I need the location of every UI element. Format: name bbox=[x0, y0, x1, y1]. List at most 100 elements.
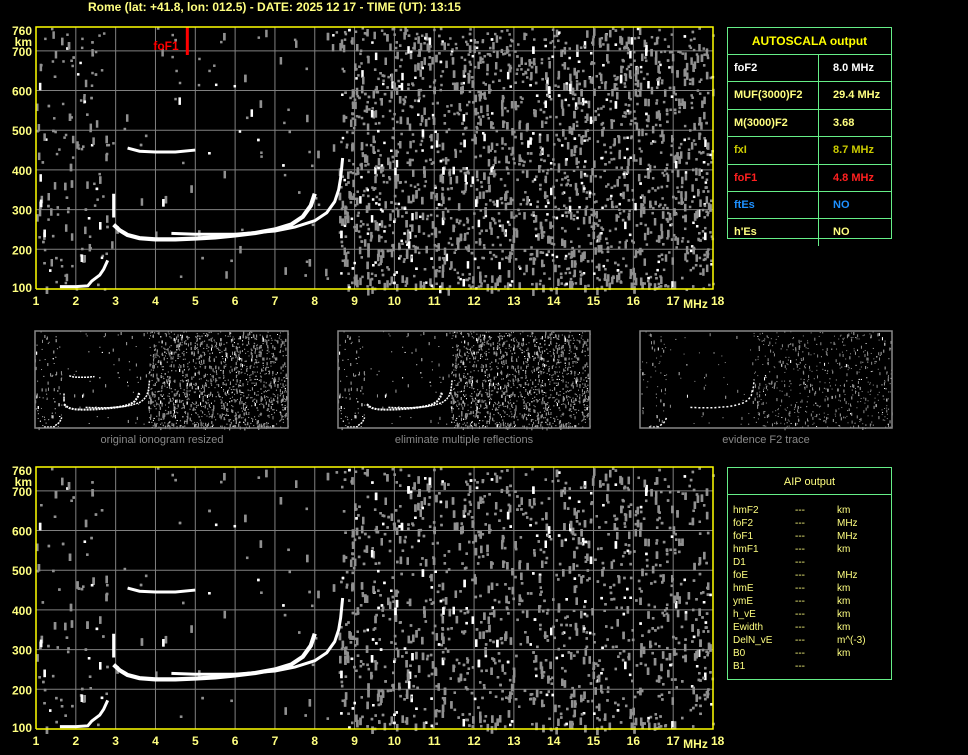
noise-point bbox=[112, 142, 115, 145]
noise-point bbox=[431, 191, 435, 195]
noise-point bbox=[654, 42, 657, 45]
noise-point bbox=[47, 204, 50, 208]
noise-point bbox=[390, 73, 394, 81]
noise-point bbox=[393, 218, 397, 221]
noise-point bbox=[590, 208, 593, 211]
noise-point bbox=[387, 75, 390, 79]
noise-point bbox=[417, 225, 421, 233]
noise-point bbox=[519, 96, 523, 99]
noise-point bbox=[446, 158, 450, 162]
noise-point bbox=[580, 254, 583, 263]
noise-point bbox=[618, 151, 621, 160]
noise-point bbox=[511, 39, 514, 43]
noise-point bbox=[396, 209, 400, 218]
noise-point bbox=[456, 271, 460, 275]
noise-point bbox=[380, 249, 384, 252]
noise-point bbox=[394, 181, 398, 189]
noise-point bbox=[94, 73, 98, 76]
noise-point bbox=[403, 99, 406, 103]
noise-point bbox=[419, 42, 423, 51]
noise-point bbox=[661, 79, 664, 82]
noise-point bbox=[381, 166, 385, 169]
noise-point bbox=[383, 230, 386, 233]
noise-point bbox=[399, 65, 402, 68]
noise-point bbox=[93, 182, 96, 186]
noise-point bbox=[37, 152, 41, 161]
noise-point bbox=[628, 209, 631, 213]
noise-point bbox=[610, 245, 613, 248]
noise-point bbox=[43, 133, 46, 141]
noise-point bbox=[696, 55, 700, 63]
noise-point bbox=[491, 275, 494, 283]
noise-point bbox=[627, 199, 631, 202]
noise-point bbox=[575, 80, 579, 83]
noise-point bbox=[456, 111, 459, 115]
noise-point bbox=[506, 71, 510, 80]
noise-point bbox=[607, 274, 610, 282]
noise-point bbox=[639, 277, 643, 285]
noise-point bbox=[692, 139, 696, 142]
noise-point bbox=[641, 128, 644, 137]
noise-point bbox=[703, 216, 706, 219]
noise-point bbox=[681, 201, 685, 204]
noise-point bbox=[498, 79, 501, 82]
noise-point bbox=[406, 229, 410, 237]
noise-point bbox=[609, 107, 612, 111]
noise-point bbox=[491, 166, 494, 169]
noise-point bbox=[561, 106, 564, 109]
noise-point bbox=[667, 45, 670, 48]
noise-point bbox=[592, 225, 596, 229]
noise-point bbox=[631, 189, 634, 192]
noise-point bbox=[609, 29, 612, 38]
noise-point bbox=[49, 269, 52, 272]
noise-point bbox=[457, 281, 460, 285]
noise-point bbox=[629, 136, 633, 140]
noise-point bbox=[462, 192, 466, 195]
noise-point bbox=[338, 231, 342, 234]
noise-point bbox=[610, 158, 613, 161]
noise-point bbox=[648, 164, 652, 173]
noise-point bbox=[475, 125, 478, 129]
noise-point bbox=[638, 27, 642, 36]
noise-point bbox=[390, 249, 394, 258]
noise-point bbox=[453, 112, 456, 116]
noise-point bbox=[698, 44, 701, 52]
noise-point bbox=[706, 163, 710, 166]
noise-point bbox=[695, 167, 698, 176]
noise-point bbox=[546, 172, 549, 175]
noise-point bbox=[627, 212, 631, 221]
noise-point bbox=[604, 288, 607, 292]
noise-point bbox=[382, 79, 385, 82]
noise-point bbox=[695, 210, 698, 219]
noise-point bbox=[349, 559, 353, 568]
noise-point bbox=[213, 64, 216, 67]
noise-point bbox=[492, 164, 496, 167]
noise-point bbox=[706, 56, 710, 60]
noise-point bbox=[414, 504, 417, 512]
noise-point bbox=[380, 29, 384, 32]
x-tick-label: 8 bbox=[311, 294, 318, 308]
x-tick-label: 4 bbox=[152, 294, 159, 308]
noise-point bbox=[528, 58, 532, 67]
noise-point bbox=[512, 227, 516, 231]
noise-point bbox=[435, 207, 439, 210]
noise-point bbox=[106, 143, 109, 147]
noise-point bbox=[352, 126, 356, 130]
noise-point bbox=[317, 203, 321, 207]
noise-point bbox=[610, 194, 613, 198]
noise-point bbox=[554, 205, 557, 209]
noise-point bbox=[388, 177, 392, 181]
noise-point bbox=[468, 272, 471, 276]
noise-point bbox=[710, 235, 714, 238]
noise-point bbox=[634, 73, 638, 77]
noise-point bbox=[518, 120, 522, 123]
noise-point bbox=[504, 202, 508, 211]
noise-point bbox=[467, 100, 471, 104]
noise-point bbox=[377, 158, 381, 166]
noise-point bbox=[357, 230, 361, 233]
noise-point bbox=[366, 100, 369, 104]
noise-point bbox=[156, 27, 160, 30]
noise-point bbox=[349, 201, 353, 204]
noise-point bbox=[433, 86, 436, 95]
noise-point bbox=[553, 196, 556, 200]
